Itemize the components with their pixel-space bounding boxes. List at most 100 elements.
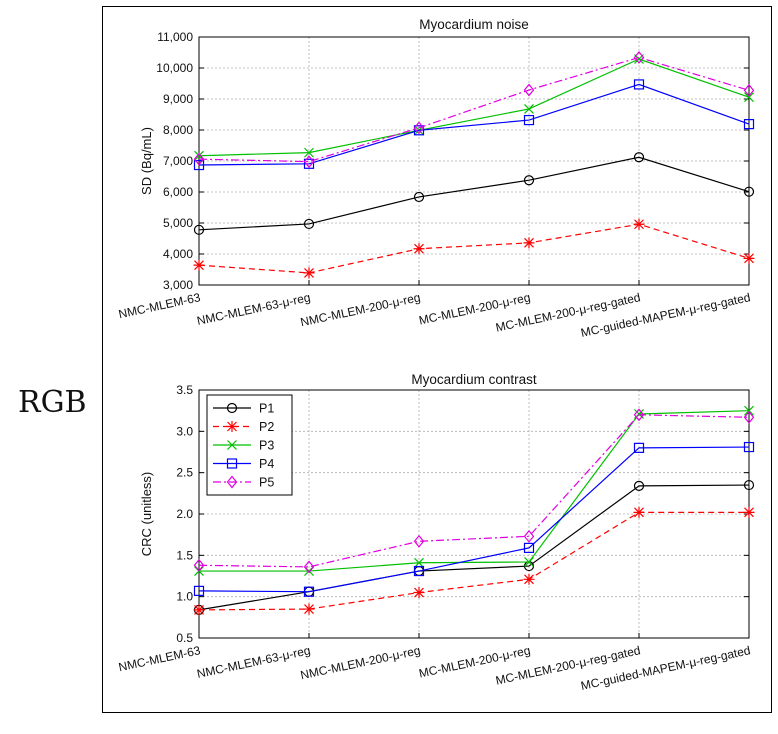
data-point-P5-shape: [523, 529, 535, 543]
y-tick-label: 2.5: [176, 466, 193, 480]
data-point-P4-shape: [743, 119, 755, 130]
data-point-P3-shape: [414, 557, 424, 568]
data-point-P4: [303, 586, 315, 597]
data-point-P2-shape: [303, 267, 315, 279]
data-point-P5: [633, 51, 645, 64]
data-point-P2: [413, 243, 425, 255]
data-point-P2: [193, 604, 205, 616]
data-point-P5: [523, 529, 535, 543]
y-tick-label: 11,000: [157, 30, 193, 44]
data-point-P2-shape: [413, 243, 425, 255]
y-tick-label: 3.0: [176, 424, 193, 438]
y-tick-label: 5,000: [163, 216, 193, 230]
series-P5: [193, 51, 755, 169]
series-line-P1: [198, 156, 750, 231]
data-point-P5: [523, 83, 535, 97]
data-point-P5-shape: [523, 83, 535, 97]
data-point-P5-shape: [413, 121, 425, 135]
data-point-P4-shape: [413, 125, 425, 136]
data-point-P4: [413, 565, 425, 577]
data-point-P1-shape: [303, 218, 315, 230]
data-point-P2-shape: [193, 259, 205, 271]
y-tick-label: 0.5: [176, 631, 193, 645]
series-line-P4: [198, 446, 750, 593]
y-tick-label: 2.0: [176, 507, 193, 521]
data-point-P1: [523, 175, 535, 186]
data-point-P2-shape: [743, 252, 755, 264]
y-tick-label: 4,000: [163, 247, 193, 261]
legend-marker-P1: [226, 402, 238, 414]
series-P4: [193, 79, 755, 171]
data-point-P2: [193, 259, 205, 271]
data-point-P2: [523, 237, 535, 249]
data-point-P5-shape: [743, 83, 755, 97]
y-axis-label: SD (Bq/mL): [139, 127, 154, 195]
data-point-P4: [193, 159, 205, 171]
y-tick-label: 3.5: [176, 383, 193, 397]
data-point-P5: [303, 155, 315, 169]
data-point-P2: [413, 587, 425, 599]
data-point-P4: [633, 79, 645, 90]
legend-marker-P5: [226, 475, 238, 489]
legend: P1 P2 P3 P4 P5: [206, 394, 293, 496]
data-point-P5-shape: [303, 560, 315, 574]
chart-1: 3,000 4,000 5,000 6,000 7,000 8,000 9,000 10,00…: [117, 17, 755, 340]
data-point-P3: [744, 92, 754, 103]
series-line-P5: [198, 414, 750, 568]
data-point-P3-shape: [524, 557, 534, 567]
y-axis-label: CRC (unitless): [139, 472, 154, 557]
series-line-P2: [198, 511, 749, 611]
series-line-P2: [198, 223, 750, 274]
data-point-P2-shape: [633, 506, 645, 518]
data-point-P4-shape: [193, 585, 205, 596]
data-point-P3-shape: [524, 103, 534, 114]
data-point-P5: [193, 152, 205, 166]
legend-marker-P1-shape: [226, 402, 238, 414]
data-point-P4-shape: [633, 442, 645, 453]
data-point-P3-shape: [744, 405, 754, 416]
series-line-P5: [198, 56, 750, 163]
x-tick-label: NMC-MLEM-63-μ-reg: [196, 643, 312, 681]
data-point-P2: [303, 603, 315, 615]
data-point-P1: [193, 224, 205, 235]
legend-marker-P2: [226, 421, 238, 432]
data-point-P2: [743, 506, 755, 518]
chart-title: Myocardium noise: [419, 17, 529, 32]
legend-marker-P2-shape: [226, 421, 238, 432]
data-point-P5: [743, 410, 755, 424]
legend-label-P4: P4: [259, 457, 274, 471]
y-tick-label: 7,000: [163, 154, 193, 168]
data-point-P2-shape: [193, 604, 205, 616]
y-tick-label: 3,000: [163, 278, 193, 292]
data-point-P2-shape: [413, 587, 425, 599]
data-point-P5-shape: [743, 410, 755, 424]
figure-border: [102, 6, 772, 713]
data-point-P1-shape: [743, 186, 755, 197]
series-line-P3: [199, 410, 750, 572]
data-point-P5: [193, 558, 205, 572]
data-point-P5-shape: [303, 155, 315, 169]
series-line-P1: [198, 484, 750, 611]
data-point-P1-shape: [743, 479, 755, 491]
data-point-P1: [633, 152, 645, 163]
legend-label-P5: P5: [259, 476, 274, 490]
data-point-P4: [523, 114, 535, 126]
data-point-P4-shape: [523, 114, 535, 126]
series-P5: [193, 408, 755, 574]
data-point-P2-shape: [303, 603, 315, 615]
series-P4: [193, 441, 755, 597]
data-point-P1: [743, 186, 755, 197]
data-point-P5: [303, 560, 315, 574]
data-point-P4: [413, 125, 425, 136]
data-point-P3-shape: [304, 147, 314, 158]
data-point-P4-shape: [303, 586, 315, 597]
data-point-P3: [414, 557, 424, 568]
x-tick-label: NMC-MLEM-63: [117, 290, 202, 321]
y-tick-label: 1.0: [176, 590, 193, 604]
y-tick-label: 1.5: [176, 548, 193, 562]
y-tick-label: 6,000: [163, 185, 193, 199]
series-P1: [193, 152, 755, 235]
data-point-P3: [744, 405, 754, 416]
data-point-P3-shape: [744, 92, 754, 103]
chart-2: 0.51.01.52.02.53.03.5NMC-MLEM-63NMC-MLEM…: [117, 372, 755, 693]
